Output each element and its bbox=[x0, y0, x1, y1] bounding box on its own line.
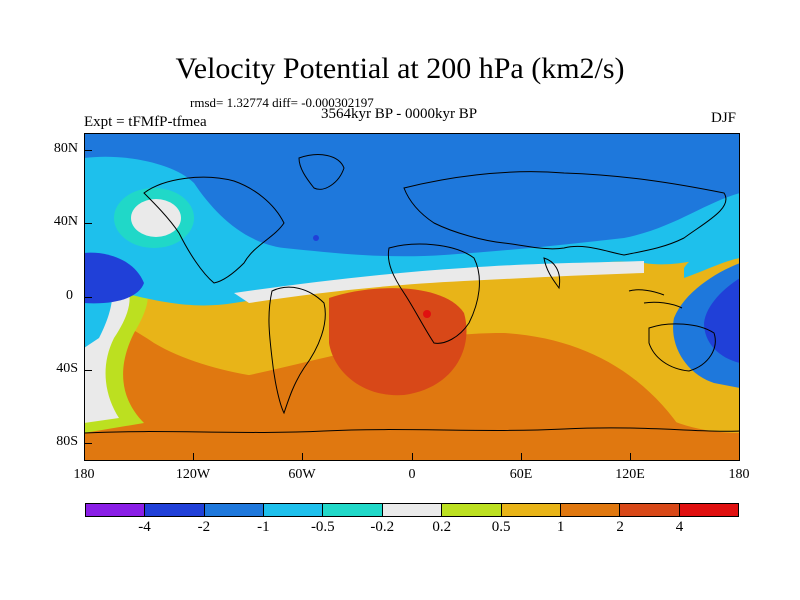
colorbar-label: 0.2 bbox=[432, 519, 452, 535]
colorbar-label: 4 bbox=[675, 519, 684, 535]
colorbar-swatch bbox=[620, 504, 680, 516]
lat-label-40n: 40N bbox=[53, 214, 78, 229]
season-label: DJF bbox=[711, 110, 737, 126]
colorbar-swatch bbox=[264, 504, 324, 516]
colorbar-swatch bbox=[560, 504, 621, 516]
lon-tick bbox=[193, 453, 194, 461]
colorbar-label: 1 bbox=[556, 519, 565, 535]
experiment-label: Expt = tFMfP-tfmea bbox=[84, 114, 207, 130]
colorbar-swatch bbox=[679, 504, 738, 516]
lat-label-80n: 80N bbox=[53, 141, 78, 156]
lat-tick bbox=[84, 223, 92, 224]
field-zero-band bbox=[234, 261, 644, 303]
colorbar bbox=[85, 503, 739, 517]
colorbar-swatch bbox=[204, 504, 265, 516]
field-west-pacific-core bbox=[704, 278, 740, 363]
lon-label-0: 0 bbox=[408, 467, 416, 482]
field-west-pacific-edge bbox=[684, 238, 740, 278]
colorbar-label: -0.5 bbox=[310, 519, 335, 535]
lat-tick bbox=[84, 297, 92, 298]
period-label: 3564kyr BP - 0000kyr BP bbox=[321, 106, 478, 122]
lat-label-80s: 80S bbox=[56, 434, 78, 449]
lat-label-0: 0 bbox=[66, 288, 73, 303]
colorbar-label: 0.5 bbox=[491, 519, 511, 535]
lon-label-120w: 120W bbox=[175, 467, 211, 482]
map-panel bbox=[84, 133, 740, 461]
colorbar-swatch bbox=[145, 504, 205, 516]
field-npac-core bbox=[131, 199, 181, 237]
colorbar-label: 2 bbox=[616, 519, 624, 535]
field-south-atlantic-max bbox=[329, 288, 467, 396]
lon-tick bbox=[521, 453, 522, 461]
colorbar-label: -1 bbox=[257, 519, 270, 535]
field-negative-medium bbox=[84, 133, 740, 257]
field-positive-medium bbox=[156, 333, 684, 461]
colorbar-label: -0.2 bbox=[370, 519, 395, 535]
lon-label-120e: 120E bbox=[615, 467, 645, 482]
lat-label-40s: 40S bbox=[56, 361, 78, 376]
field-local-min bbox=[313, 235, 319, 241]
field-east-pacific-neg bbox=[84, 252, 144, 304]
field-max-center bbox=[423, 310, 431, 318]
lon-label-60e: 60E bbox=[509, 467, 533, 482]
lat-tick bbox=[84, 150, 92, 151]
colorbar-swatch bbox=[442, 504, 502, 516]
colorbar-swatch bbox=[501, 504, 561, 516]
lon-tick bbox=[630, 453, 631, 461]
lon-label-180w: 180 bbox=[73, 467, 95, 482]
lon-label-60w: 60W bbox=[288, 467, 316, 482]
colorbar-label: -2 bbox=[197, 519, 211, 535]
chart-title: Velocity Potential at 200 hPa (km2/s) bbox=[175, 52, 625, 85]
colorbar-swatch bbox=[86, 504, 146, 516]
lon-label-180e: 180 bbox=[728, 467, 750, 482]
colorbar-label: -4 bbox=[138, 519, 151, 535]
lat-tick bbox=[84, 443, 92, 444]
lat-tick bbox=[84, 370, 92, 371]
colorbar-swatch bbox=[382, 504, 443, 516]
velocity-potential-field bbox=[84, 133, 740, 461]
lon-tick bbox=[412, 453, 413, 461]
lon-tick bbox=[302, 453, 303, 461]
colorbar-swatch bbox=[323, 504, 383, 516]
coastlines bbox=[84, 154, 740, 434]
stats-line: rmsd= 1.32774 diff= -0.000302197 bbox=[190, 95, 374, 110]
